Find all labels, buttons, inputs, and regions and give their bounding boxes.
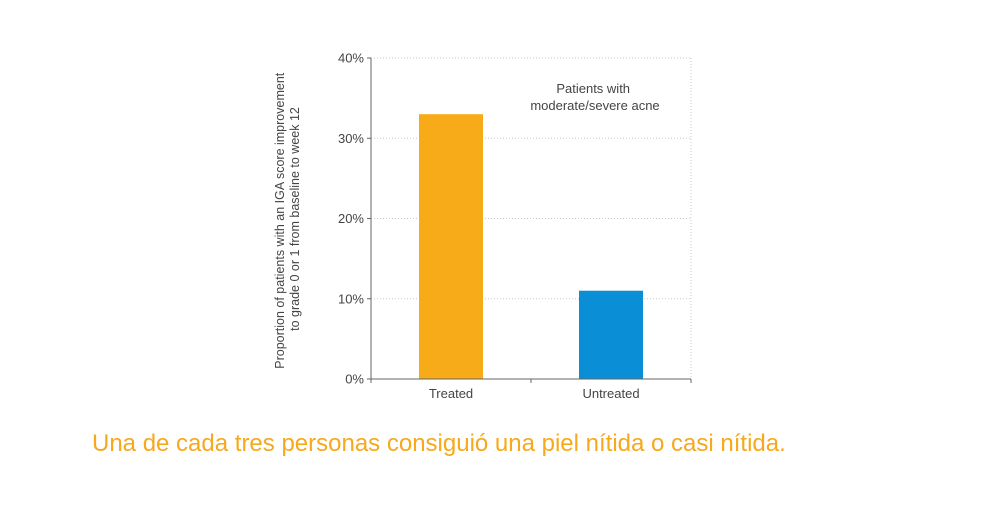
y-axis-title: Proportion of patients with an IGA score… (273, 69, 302, 368)
bars (419, 114, 643, 380)
chart-annotation: Patients with moderate/severe acne (530, 81, 659, 113)
annotation-line-2: moderate/severe acne (530, 98, 659, 113)
caption: Una de cada tres personas consiguió una … (92, 430, 786, 457)
x-tick-label: Treated (429, 386, 473, 401)
bar-treated (419, 114, 483, 380)
y-axis-title-line-1: Proportion of patients with an IGA score… (273, 72, 287, 369)
bar-chart: 0% 10% 20% 30% 40% Treated Untreated Proporti… (273, 51, 692, 401)
y-tick-label: 0% (345, 372, 364, 387)
x-tick-label: Untreated (582, 386, 639, 401)
bar-untreated (579, 290, 643, 379)
y-tick-label: 30% (338, 131, 364, 146)
y-tick-label: 10% (338, 291, 364, 306)
annotation-line-1: Patients with (556, 81, 630, 96)
gridlines (371, 57, 692, 379)
y-tick-label: 20% (338, 211, 364, 226)
x-ticks: Treated Untreated (370, 379, 692, 401)
y-axis-title-line-2: to grade 0 or 1 from baseline to week 12 (288, 107, 302, 331)
y-ticks: 0% 10% 20% 30% 40% (338, 51, 371, 387)
y-tick-label: 40% (338, 51, 364, 66)
